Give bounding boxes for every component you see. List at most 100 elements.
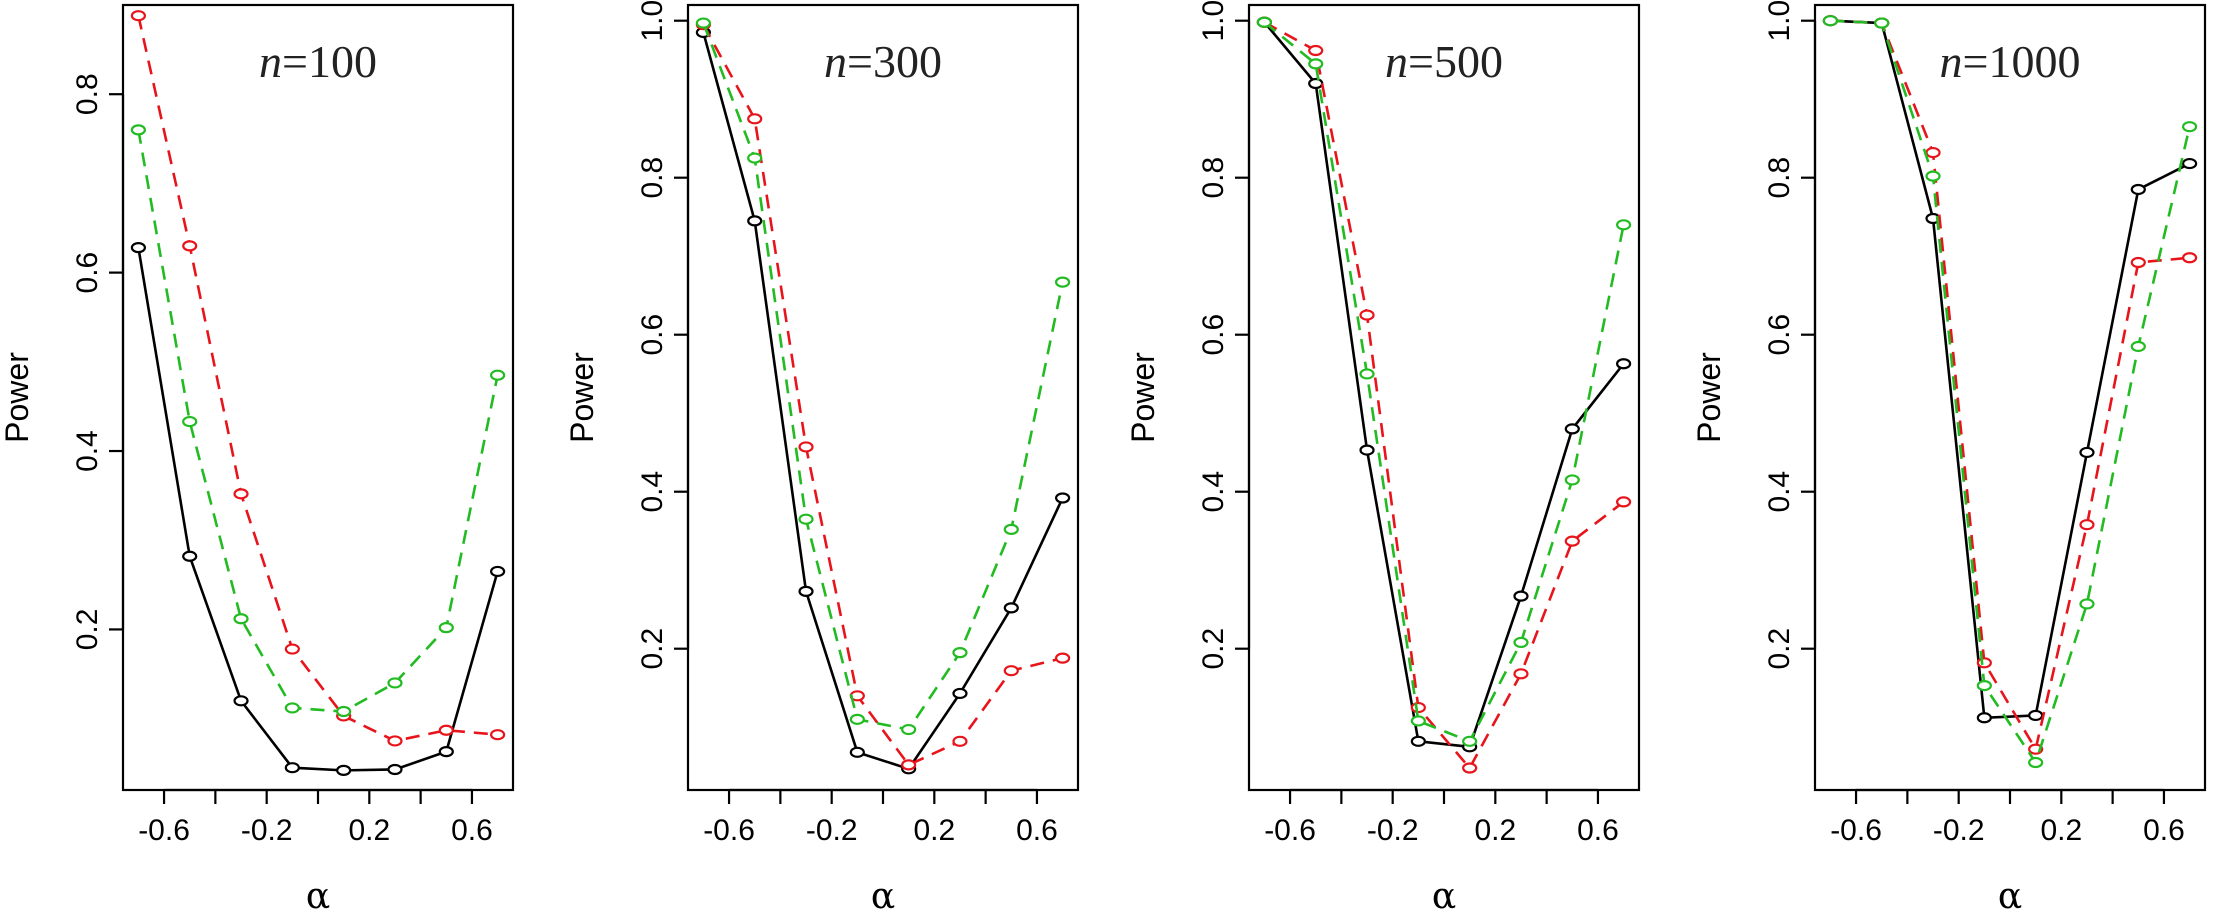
x-axis-label: α	[871, 876, 895, 917]
data-point	[2028, 709, 2044, 722]
data-point	[798, 585, 814, 597]
data-point	[2130, 340, 2146, 353]
x-tick-label: 0.6	[451, 814, 493, 847]
data-point	[747, 113, 763, 125]
data-point	[2130, 256, 2146, 269]
data-point	[952, 687, 968, 700]
data-point	[233, 488, 249, 500]
panel-title: n=500	[1385, 36, 1503, 87]
y-axis-label: Power	[0, 352, 35, 443]
data-point	[2182, 252, 2198, 264]
series-1	[1822, 15, 2198, 724]
series-2	[1256, 16, 1632, 774]
data-point	[1308, 44, 1324, 57]
data-point	[1564, 535, 1580, 547]
x-tick-label: -0.6	[138, 814, 190, 847]
y-axis-label: Power	[1691, 352, 1727, 443]
chart-panel-3: -0.6 -0.2 0.2 0.6 0.2 0.4 0.6 0.8 1.0 Power α n=500	[1125, 0, 1641, 917]
data-point	[284, 643, 300, 655]
series-1	[695, 26, 1071, 775]
data-point	[1055, 652, 1071, 664]
data-point	[901, 723, 917, 736]
data-point	[1976, 657, 1992, 669]
series-line	[1263, 21, 1625, 771]
data-point	[1822, 15, 1838, 27]
data-point	[182, 240, 198, 252]
data-point	[1003, 665, 1019, 677]
data-point	[336, 705, 352, 718]
data-point	[1410, 735, 1426, 747]
y-tick-label: 0.6	[1763, 314, 1796, 356]
data-point	[1462, 762, 1478, 774]
data-point	[182, 550, 198, 562]
panel-title-value: =300	[847, 36, 942, 87]
data-point	[2182, 157, 2198, 170]
data-point	[490, 729, 506, 741]
x-tick-label: -0.2	[241, 814, 293, 847]
y-tick-label: 0.8	[1763, 157, 1796, 199]
data-point	[336, 764, 352, 776]
x-tick-label: 0.6	[1577, 814, 1619, 847]
panel-title-n: n	[259, 36, 282, 87]
y-tick-label: 1.0	[1197, 0, 1230, 42]
y-tick-label: 0.2	[1763, 628, 1796, 670]
data-point	[1616, 358, 1632, 370]
data-point	[438, 746, 454, 758]
series-line	[1830, 19, 2191, 720]
data-point	[1513, 636, 1529, 649]
y-tick-label: 0.8	[636, 157, 669, 199]
y-tick-label: 0.2	[71, 609, 104, 651]
series-line	[137, 15, 498, 743]
series-1	[1256, 16, 1632, 753]
data-point	[1564, 474, 1580, 486]
y-tick-label: 0.6	[636, 314, 669, 356]
series-2	[695, 19, 1071, 771]
series-line	[702, 22, 1064, 731]
data-point	[695, 17, 711, 29]
data-point	[849, 746, 865, 758]
data-point	[130, 10, 146, 22]
data-point	[490, 369, 506, 381]
data-point	[1564, 423, 1580, 435]
plot-frame	[1247, 3, 1641, 792]
data-point	[849, 713, 865, 725]
data-point	[1410, 715, 1426, 727]
data-point	[1925, 146, 1941, 159]
data-point	[747, 152, 763, 164]
y-tick-label: 1.0	[1763, 0, 1796, 42]
chart-panel-4: -0.6 -0.2 0.2 0.6 0.2 0.4 0.6 0.8 1.0 Power α n=100…	[1691, 0, 2207, 917]
x-tick-label: 0.2	[2040, 814, 2082, 847]
series-line	[1263, 21, 1625, 749]
data-point	[952, 647, 968, 659]
panel-title: n=1000	[1940, 36, 2081, 87]
series-3	[130, 124, 506, 718]
panel-title-n: n	[824, 36, 847, 87]
y-tick-label: 1.0	[636, 0, 669, 42]
panel-title-n: n	[1385, 36, 1408, 87]
data-point	[387, 735, 403, 747]
data-point	[1925, 170, 1941, 182]
y-axis-label: Power	[564, 352, 600, 443]
y-tick-label: 0.4	[71, 430, 104, 472]
y-axis-label: Power	[1125, 352, 1161, 443]
panel-title-value: =100	[282, 36, 377, 87]
data-point	[901, 759, 917, 771]
x-axis-label: α	[1432, 876, 1456, 917]
data-point	[438, 622, 454, 634]
data-point	[2182, 121, 2198, 133]
data-point	[1308, 58, 1324, 70]
series-2	[130, 10, 506, 747]
data-point	[1359, 368, 1375, 380]
data-point	[1462, 735, 1478, 747]
series-line	[1830, 19, 2191, 766]
x-tick-label: -0.2	[806, 814, 858, 847]
plot-frame	[686, 3, 1080, 792]
data-point	[387, 677, 403, 689]
data-point	[284, 702, 300, 714]
data-point	[2130, 183, 2146, 196]
series-line	[702, 24, 1063, 767]
x-axis-label: α	[1998, 876, 2022, 917]
x-tick-label: -0.6	[1830, 814, 1882, 847]
data-point	[747, 215, 763, 227]
